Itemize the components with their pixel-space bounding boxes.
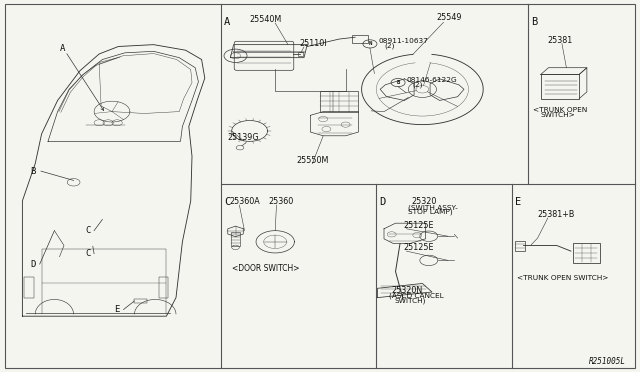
Text: 25110I: 25110I bbox=[300, 39, 327, 48]
Text: 08146-6122G: 08146-6122G bbox=[406, 77, 457, 83]
Text: (SWITH ASSY-: (SWITH ASSY- bbox=[408, 204, 458, 211]
Bar bbox=[159, 277, 168, 298]
Text: <TRUNK OPEN: <TRUNK OPEN bbox=[533, 108, 588, 113]
Text: SWITCH>: SWITCH> bbox=[540, 112, 575, 118]
Text: <TRUNK OPEN SWITCH>: <TRUNK OPEN SWITCH> bbox=[517, 275, 609, 281]
Bar bbox=[515, 241, 525, 251]
Bar bbox=[352, 35, 368, 43]
Bar bbox=[573, 243, 600, 263]
Text: C: C bbox=[224, 197, 230, 207]
Text: 25540M: 25540M bbox=[250, 15, 282, 24]
Text: 25125E: 25125E bbox=[403, 221, 434, 230]
Text: E: E bbox=[515, 197, 522, 207]
Bar bbox=[134, 299, 147, 303]
Text: 08911-10637: 08911-10637 bbox=[378, 38, 428, 44]
Text: D: D bbox=[31, 260, 36, 269]
Text: 25360: 25360 bbox=[269, 197, 294, 206]
Bar bbox=[231, 232, 240, 246]
Text: STOP LAMP): STOP LAMP) bbox=[408, 209, 453, 215]
Text: 25320: 25320 bbox=[412, 197, 437, 206]
Text: (ASCD CANCEL: (ASCD CANCEL bbox=[389, 293, 444, 299]
Text: C: C bbox=[85, 226, 90, 235]
Text: B: B bbox=[31, 167, 36, 176]
Text: 25320N: 25320N bbox=[392, 286, 423, 295]
Text: B: B bbox=[531, 17, 538, 27]
Text: 25139G: 25139G bbox=[228, 133, 259, 142]
Text: 25125E: 25125E bbox=[403, 243, 434, 252]
Text: (2): (2) bbox=[384, 43, 394, 49]
Text: 25549: 25549 bbox=[436, 13, 462, 22]
Bar bbox=[24, 277, 34, 298]
Text: A: A bbox=[224, 17, 230, 27]
Text: (2): (2) bbox=[412, 81, 422, 88]
Text: 25381+B: 25381+B bbox=[538, 210, 575, 219]
Text: SWITCH): SWITCH) bbox=[394, 298, 426, 304]
Text: 25360A: 25360A bbox=[229, 197, 260, 206]
Text: A: A bbox=[60, 44, 65, 53]
Text: <DOOR SWITCH>: <DOOR SWITCH> bbox=[232, 264, 299, 273]
Text: N: N bbox=[368, 41, 372, 46]
Bar bbox=[541, 74, 579, 99]
Text: E: E bbox=[115, 305, 120, 314]
Text: D: D bbox=[379, 197, 385, 207]
Text: R251005L: R251005L bbox=[589, 357, 626, 366]
Bar bbox=[320, 91, 358, 112]
Bar bbox=[298, 52, 303, 56]
Text: 25381: 25381 bbox=[548, 36, 573, 45]
Text: 25550M: 25550M bbox=[296, 156, 329, 165]
Text: C: C bbox=[85, 249, 90, 258]
Text: B: B bbox=[396, 80, 400, 85]
